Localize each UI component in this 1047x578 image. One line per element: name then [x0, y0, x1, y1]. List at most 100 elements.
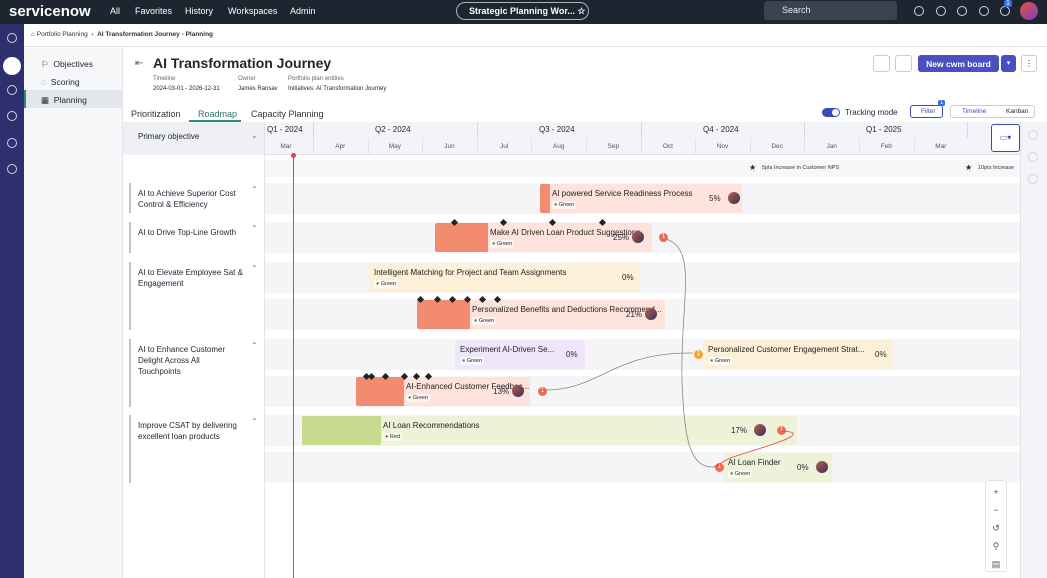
- status-chip: ● Green: [460, 357, 485, 365]
- roadmap-bar[interactable]: Personalized Customer Engagement Strat..…: [703, 340, 893, 369]
- objective-marker: [129, 222, 131, 253]
- month-label: Jul: [499, 143, 509, 150]
- globe-icon[interactable]: [914, 6, 924, 16]
- zoom-in[interactable]: +: [993, 487, 999, 497]
- roadmap-bar[interactable]: AI Loan Recommendations ● Red: [302, 416, 797, 445]
- field-value: James Ransav: [238, 86, 278, 92]
- nav-item[interactable]: Workspaces: [228, 6, 278, 16]
- zoom-out[interactable]: −: [993, 505, 999, 515]
- workspace-pill[interactable]: Strategic Planning Wor... ☆: [456, 2, 589, 20]
- quarter-separator: [313, 122, 314, 138]
- objective-label: Improve CSAT by delivering excellent loa…: [138, 421, 237, 441]
- rail-icon[interactable]: [7, 138, 17, 148]
- field-value: Initiatives: AI Transformation Journey: [288, 86, 387, 92]
- column-header: [123, 122, 265, 155]
- rail-icon[interactable]: [7, 111, 17, 121]
- share-button[interactable]: [895, 55, 912, 72]
- tab[interactable]: Prioritization: [131, 109, 181, 119]
- rail-icon[interactable]: [1028, 152, 1038, 162]
- dependency-badge[interactable]: 1: [538, 387, 547, 396]
- month-separator: [749, 138, 751, 155]
- star-icon: ☆: [577, 6, 586, 16]
- more-button[interactable]: ⋮: [1021, 55, 1037, 72]
- breadcrumb: ⌂ Portfolio Planning › AI Transformation…: [31, 31, 214, 38]
- breadcrumb-item[interactable]: Portfolio Planning: [36, 31, 88, 38]
- wand-icon[interactable]: [936, 6, 946, 16]
- sidebar-item[interactable]: ⚐ Objectives: [41, 59, 94, 69]
- tab[interactable]: Roadmap: [198, 109, 238, 119]
- objective-label: AI to Elevate Employee Sat & Engagement: [138, 268, 243, 288]
- rail-icon[interactable]: [7, 85, 17, 95]
- quarter-label: Q2 - 2024: [375, 125, 411, 134]
- calendar-button[interactable]: ▭▾: [991, 124, 1020, 152]
- sidebar-item[interactable]: ◌ Scoring: [41, 77, 80, 87]
- chevron[interactable]: ⌃: [251, 341, 258, 350]
- dependency-badge[interactable]: 1: [659, 233, 668, 242]
- dependency-badge[interactable]: 1: [777, 426, 786, 435]
- progress-fill: [435, 223, 488, 252]
- roadmap-bar[interactable]: Intelligent Matching for Project and Tea…: [369, 263, 640, 292]
- milestone-star: ★: [749, 163, 757, 172]
- sidebar-label: Planning: [53, 95, 87, 105]
- status-label: Green: [558, 202, 575, 208]
- chevron[interactable]: ⌃: [251, 417, 258, 426]
- view-option[interactable]: Timeline: [962, 108, 987, 115]
- tracking-toggle[interactable]: [822, 108, 840, 117]
- dropdown-button[interactable]: ▾: [1001, 55, 1016, 72]
- nav-item[interactable]: Admin: [290, 6, 316, 16]
- breadcrumb-item: AI Transformation Journey - Planning: [97, 31, 214, 38]
- roadmap-bar[interactable]: Personalized Benefits and Deductions Rec…: [417, 300, 665, 329]
- quarter-label: Q3 - 2024: [539, 125, 575, 134]
- collapse-icon[interactable]: ⇤: [135, 58, 144, 69]
- rail-icon[interactable]: [7, 164, 17, 174]
- search-box[interactable]: Search: [764, 1, 897, 20]
- view-option[interactable]: Kanban: [1006, 108, 1029, 115]
- rail-icon[interactable]: [1028, 174, 1038, 184]
- month-separator: [313, 138, 314, 155]
- roadmap-bar[interactable]: Make AI Driven Loan Product Suggestions ●…: [435, 223, 652, 252]
- status-dot: ●: [462, 358, 466, 364]
- nav-item[interactable]: History: [185, 6, 214, 16]
- rail-icon[interactable]: [1028, 130, 1038, 140]
- avatar: [728, 192, 740, 204]
- new-board-button[interactable]: New cwm board: [918, 55, 999, 72]
- tab[interactable]: Capacity Planning: [251, 109, 324, 119]
- sidebar: [24, 47, 123, 578]
- help-icon[interactable]: [979, 6, 989, 16]
- month-label: Aug: [552, 143, 565, 150]
- dependency-badge[interactable]: 1: [715, 463, 724, 472]
- zoom-controls: + − ↺ ⚲ ▤: [985, 480, 1007, 572]
- nav-item[interactable]: All: [110, 6, 121, 16]
- progress-label: 13%: [493, 387, 510, 396]
- objective-label: AI to Enhance Customer Delight Across Al…: [138, 345, 226, 376]
- filter-button[interactable]: Filter: [910, 105, 943, 118]
- avatar: [632, 231, 644, 243]
- roadmap-bar[interactable]: AI-Enhanced Customer Feedbac... ● Green: [356, 377, 530, 406]
- chevron[interactable]: ⌄: [251, 131, 258, 140]
- chevron[interactable]: ⌃: [251, 224, 258, 233]
- dependency-badge[interactable]: 1: [694, 350, 703, 359]
- month-separator: [913, 138, 915, 155]
- roadmap-bar[interactable]: AI powered Service Readiness Process ● Gr…: [540, 184, 742, 213]
- nav-item[interactable]: Favorites: [135, 6, 173, 16]
- comment-button[interactable]: [873, 55, 890, 72]
- filter-count: 1: [938, 100, 946, 106]
- objective-marker: [129, 339, 131, 407]
- map[interactable]: ▤: [991, 559, 1001, 569]
- month-separator: [476, 138, 478, 155]
- chat-icon[interactable]: [957, 6, 967, 16]
- user-avatar[interactable]: [1020, 2, 1038, 20]
- progress-label: 0%: [566, 350, 578, 359]
- rail-icon[interactable]: [7, 33, 17, 43]
- status-dot: ●: [385, 434, 389, 440]
- logo[interactable]: servicenow: [9, 3, 91, 20]
- rail-active-icon[interactable]: [3, 57, 21, 75]
- month-separator: [586, 138, 587, 155]
- link[interactable]: ⚲: [992, 541, 1000, 551]
- chevron[interactable]: ⌃: [251, 264, 258, 273]
- month-label: Jun: [444, 143, 455, 150]
- sidebar-item[interactable]: ▦ Planning: [41, 95, 87, 105]
- chevron[interactable]: ⌃: [251, 185, 258, 194]
- reset[interactable]: ↺: [992, 523, 1000, 533]
